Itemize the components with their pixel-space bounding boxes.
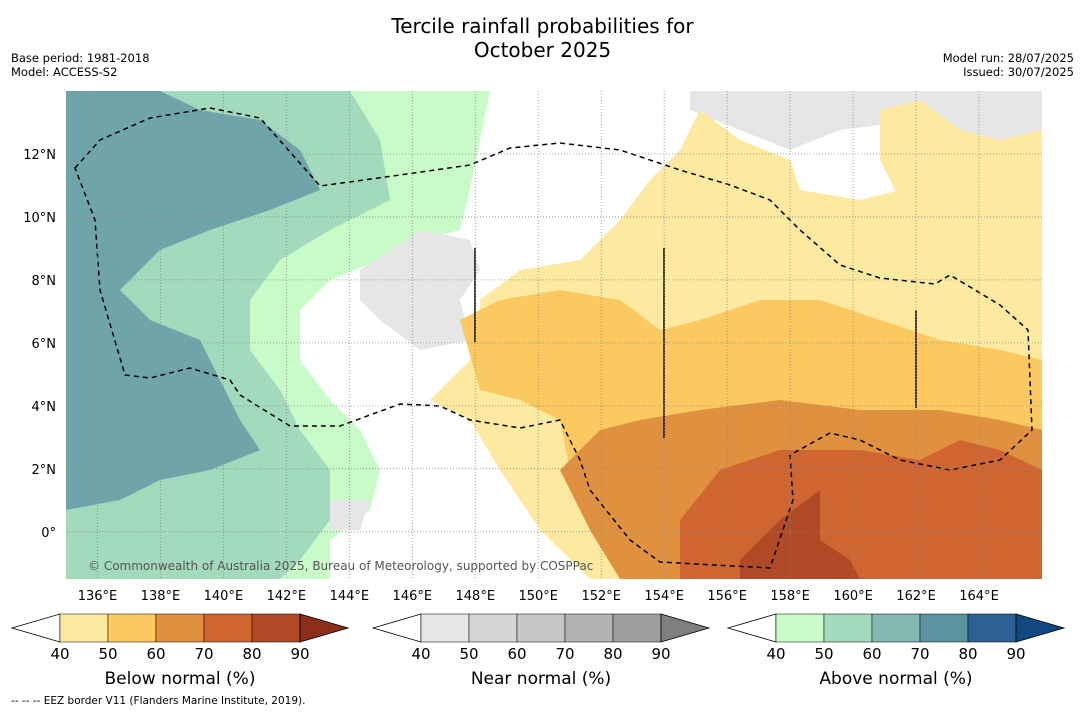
colorbar-tick-label: 60 [507, 645, 526, 663]
colorbar-tick-label: 50 [98, 645, 117, 663]
colorbar-tick-label: 90 [290, 645, 309, 663]
lat-tick-label: 10°N [23, 211, 56, 226]
colorbar-cell [155, 613, 205, 643]
lon-tick-label: 152°E [581, 589, 621, 604]
colorbar-over-triangle [660, 613, 711, 643]
copyright-text: © Commonwealth of Australia 2025, Bureau… [88, 559, 593, 573]
colorbar-title: Near normal (%) [471, 669, 611, 689]
colorbar-under-triangle [371, 613, 422, 643]
colorbar-tick-label: 60 [862, 645, 881, 663]
colorbar-cell [516, 613, 566, 643]
colorbar-title: Below normal (%) [105, 669, 256, 689]
colorbar-tick-label: 50 [814, 645, 833, 663]
colorbar: 40 50 60 70 80 90 Near normal (%) [371, 613, 711, 689]
issued-text: Issued: 30/07/2025 [963, 65, 1074, 79]
lon-tick-label: 138°E [141, 589, 181, 604]
colorbar-tick-label: 90 [1006, 645, 1025, 663]
title-line-1: Tercile rainfall probabilities for [391, 14, 694, 38]
lat-tick-label: 6°N [32, 337, 57, 352]
latitude-ticks: 12°N 10°N 8°N 6°N 4°N 2°N 0° [23, 148, 56, 541]
lon-tick-label: 162°E [896, 589, 936, 604]
colorbar-over-triangle [299, 613, 350, 643]
colorbar-tick-label: 70 [555, 645, 574, 663]
lon-tick-label: 148°E [456, 589, 496, 604]
colorbar-under-triangle [726, 613, 777, 643]
colorbar-under-triangle [10, 613, 61, 643]
colorbar-cell [251, 613, 301, 643]
probability-field [66, 91, 1042, 579]
lon-tick-label: 146°E [393, 589, 433, 604]
colorbar-cell [871, 613, 921, 643]
colorbar-cell [775, 613, 825, 643]
colorbar-cell [564, 613, 614, 643]
colorbar-title: Above normal (%) [819, 669, 972, 689]
base-period-text: Base period: 1981-2018 [11, 51, 150, 65]
colorbar-cell [468, 613, 518, 643]
lat-tick-label: 2°N [32, 463, 57, 478]
colorbar-tick-label: 40 [50, 645, 69, 663]
model-run-text: Model run: 28/07/2025 [942, 51, 1074, 65]
colorbar-tick-label: 70 [194, 645, 213, 663]
lat-tick-label: 12°N [23, 148, 56, 163]
lon-tick-label: 164°E [959, 589, 999, 604]
colorbar-over-triangle [1015, 613, 1066, 643]
lon-tick-label: 136°E [78, 589, 118, 604]
colorbar-cell [967, 613, 1017, 643]
title-line-2: October 2025 [473, 38, 612, 62]
colorbar-tick-label: 90 [651, 645, 670, 663]
colorbar-tick-label: 60 [146, 645, 165, 663]
meta-right: Model run: 28/07/2025 Issued: 30/07/2025 [943, 51, 1074, 79]
colorbars: 40 50 60 70 80 90 Below normal (%) 40 50 60 70 80 90… [10, 613, 1066, 689]
eez-border [74, 107, 1033, 569]
colorbar-cell [919, 613, 969, 643]
lat-tick-label: 4°N [32, 400, 57, 415]
graticule [66, 91, 1042, 579]
lon-tick-label: 142°E [267, 589, 307, 604]
lon-tick-label: 144°E [330, 589, 370, 604]
lon-tick-label: 150°E [518, 589, 558, 604]
model-text: Model: ACCESS-S2 [11, 65, 118, 79]
colorbar: 40 50 60 70 80 90 Above normal (%) [726, 613, 1066, 689]
colorbar-cell [107, 613, 157, 643]
colorbar-cell [612, 613, 662, 643]
lat-tick-label: 0° [41, 526, 56, 541]
colorbar-tick-label: 40 [766, 645, 785, 663]
longitude-ticks: 136°E 138°E 140°E 142°E 144°E 146°E 148°E 150°E… [78, 589, 999, 604]
lon-tick-label: 140°E [204, 589, 244, 604]
lon-tick-label: 154°E [644, 589, 684, 604]
colorbar-tick-label: 80 [603, 645, 622, 663]
colorbar-tick-label: 40 [411, 645, 430, 663]
colorbar: 40 50 60 70 80 90 Below normal (%) [10, 613, 350, 689]
colorbar-cell [59, 613, 109, 643]
colorbar-tick-label: 80 [242, 645, 261, 663]
lon-tick-label: 160°E [833, 589, 873, 604]
colorbar-tick-label: 50 [459, 645, 478, 663]
colorbar-cell [420, 613, 470, 643]
meta-left: Base period: 1981-2018 Model: ACCESS-S2 [11, 51, 150, 79]
eez-footnote: -- -- -- EEZ border V11 (Flanders Marine… [11, 695, 306, 707]
colorbar-cell [203, 613, 253, 643]
lon-tick-label: 156°E [707, 589, 747, 604]
colorbar-tick-label: 70 [910, 645, 929, 663]
lat-tick-label: 8°N [32, 274, 57, 289]
lon-tick-label: 158°E [770, 589, 810, 604]
colorbar-tick-label: 80 [958, 645, 977, 663]
map-title: Tercile rainfall probabilities for Octob… [0, 14, 1085, 62]
colorbar-cell [823, 613, 873, 643]
